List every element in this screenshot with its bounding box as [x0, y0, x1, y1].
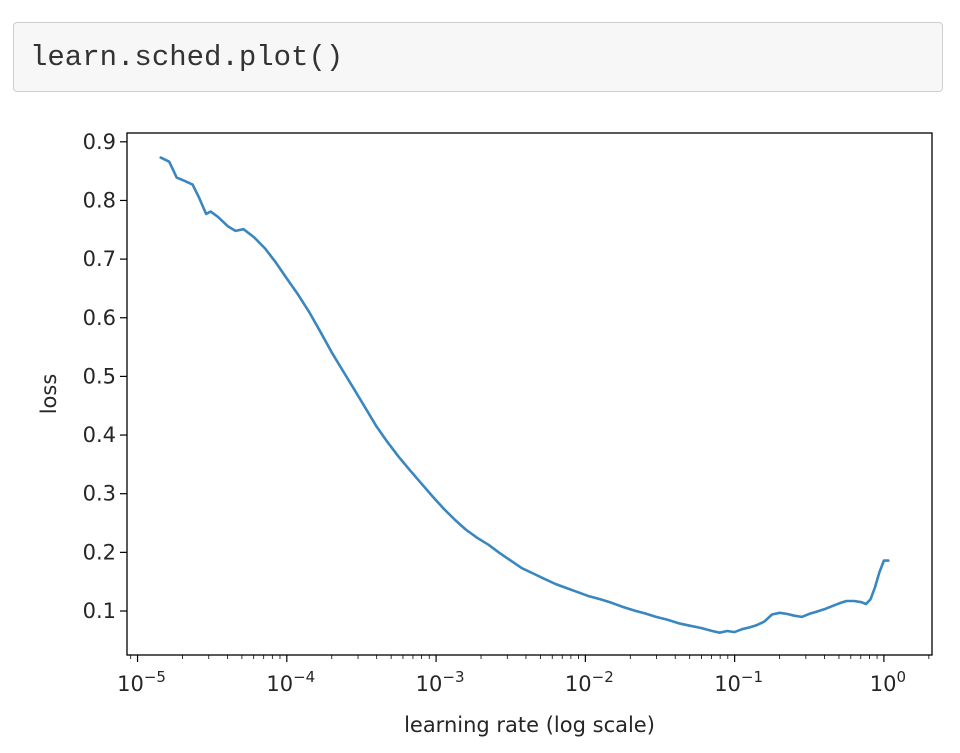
x-tick-label: 10−5 [117, 668, 166, 696]
y-tick-label: 0.1 [83, 599, 116, 623]
minor-ticks [130, 655, 930, 659]
y-tick-label: 0.2 [83, 540, 116, 564]
series-layer [159, 156, 890, 634]
lr-loss-plot: 10−5 10−4 10−3 10−2 10−1 100 0.10.20.30.40.50… [37, 130, 933, 737]
y-tick-label: 0.5 [83, 364, 116, 388]
y-tick-label: 0.8 [83, 188, 116, 212]
x-ticks: 10−5 10−4 10−3 10−2 10−1 100 [117, 655, 906, 696]
y-tick-label: 0.3 [83, 482, 116, 506]
x-tick-label: 10−2 [565, 668, 614, 696]
code-cell-input[interactable]: learn.sched.plot() [30, 41, 344, 74]
y-axis-label: loss [37, 374, 61, 415]
code-cell[interactable]: learn.sched.plot() [13, 22, 943, 92]
x-tick-label: 100 [870, 668, 906, 696]
x-tick-label: 10−3 [416, 668, 465, 696]
axes-frame [126, 132, 933, 656]
x-axis-label: learning rate (log scale) [404, 713, 655, 737]
loss-series-line [159, 156, 890, 634]
y-tick-label: 0.4 [83, 423, 116, 447]
y-tick-label: 0.7 [83, 247, 116, 271]
y-ticks: 0.1 0.2 0.3 0.4 0.5 0.6 0.7 0.8 0.9 [83, 130, 127, 623]
y-tick-label: 0.6 [83, 306, 116, 330]
x-tick-label: 10−1 [714, 668, 763, 696]
y-tick-label: 0.9 [83, 130, 116, 154]
x-tick-label: 10−4 [266, 668, 315, 696]
